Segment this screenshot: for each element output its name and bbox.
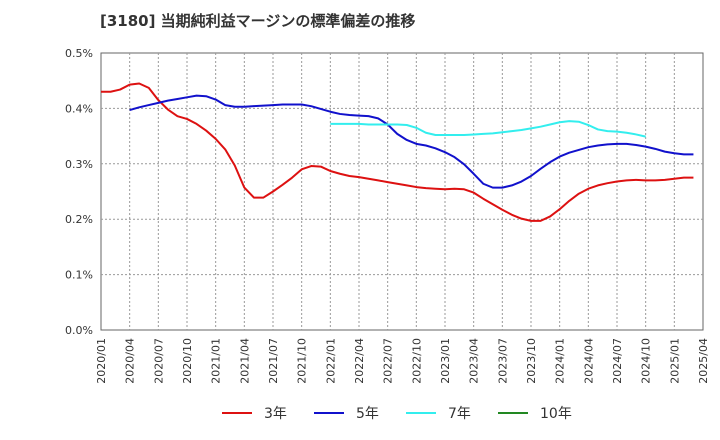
x-tick-label: 2024/10 (640, 338, 653, 384)
chart-title: [3180] 当期純利益マージンの標準偏差の推移 (100, 12, 416, 30)
x-tick-label: 2021/07 (267, 338, 280, 384)
x-tick-label: 2024/04 (582, 338, 595, 384)
y-tick-label: 0.1% (65, 269, 93, 282)
legend-label-0: 3年 (264, 406, 287, 422)
y-tick-label: 0.0% (65, 324, 93, 337)
x-tick-label: 2025/01 (668, 338, 681, 384)
legend-label-3: 10年 (540, 406, 572, 422)
legend-label-1: 5年 (356, 406, 379, 422)
x-tick-label: 2023/01 (439, 338, 452, 384)
x-axis: 2020/01 2020/04 2020/07 2020/10 2021/01 2021/… (95, 338, 710, 384)
y-axis: 0.0% 0.1% 0.2% 0.3% 0.4% 0.5% (65, 47, 93, 337)
x-tick-label: 2024/07 (611, 338, 624, 384)
grid (100, 52, 704, 331)
y-tick-label: 0.3% (65, 158, 93, 171)
x-tick-label: 2022/01 (324, 338, 337, 384)
x-tick-label: 2020/04 (124, 338, 137, 384)
x-tick-label: 2022/07 (382, 338, 395, 384)
legend: 3年 5年 7年 10年 (222, 406, 572, 422)
series-line-0 (101, 82, 694, 222)
y-tick-label: 0.2% (65, 213, 93, 226)
x-tick-label: 2025/04 (697, 338, 710, 384)
plot-frame (100, 52, 704, 331)
x-tick-label: 2022/04 (353, 338, 366, 384)
x-tick-label: 2023/04 (468, 338, 481, 384)
y-tick-label: 0.4% (65, 102, 93, 115)
x-tick-label: 2020/10 (181, 338, 194, 384)
series-line-1 (129, 94, 694, 189)
y-tick-label: 0.5% (65, 47, 93, 60)
series-lines (101, 82, 694, 222)
x-tick-label: 2021/04 (238, 338, 251, 384)
x-tick-label: 2021/10 (296, 338, 309, 384)
legend-label-2: 7年 (448, 406, 471, 422)
x-tick-label: 2024/01 (554, 338, 567, 384)
series-line-2 (330, 120, 646, 138)
x-tick-label: 2020/01 (95, 338, 108, 384)
x-tick-label: 2023/07 (496, 338, 509, 384)
x-tick-label: 2020/07 (152, 338, 165, 384)
x-tick-label: 2023/10 (525, 338, 538, 384)
x-tick-label: 2022/10 (410, 338, 423, 384)
x-tick-label: 2021/01 (210, 338, 223, 384)
